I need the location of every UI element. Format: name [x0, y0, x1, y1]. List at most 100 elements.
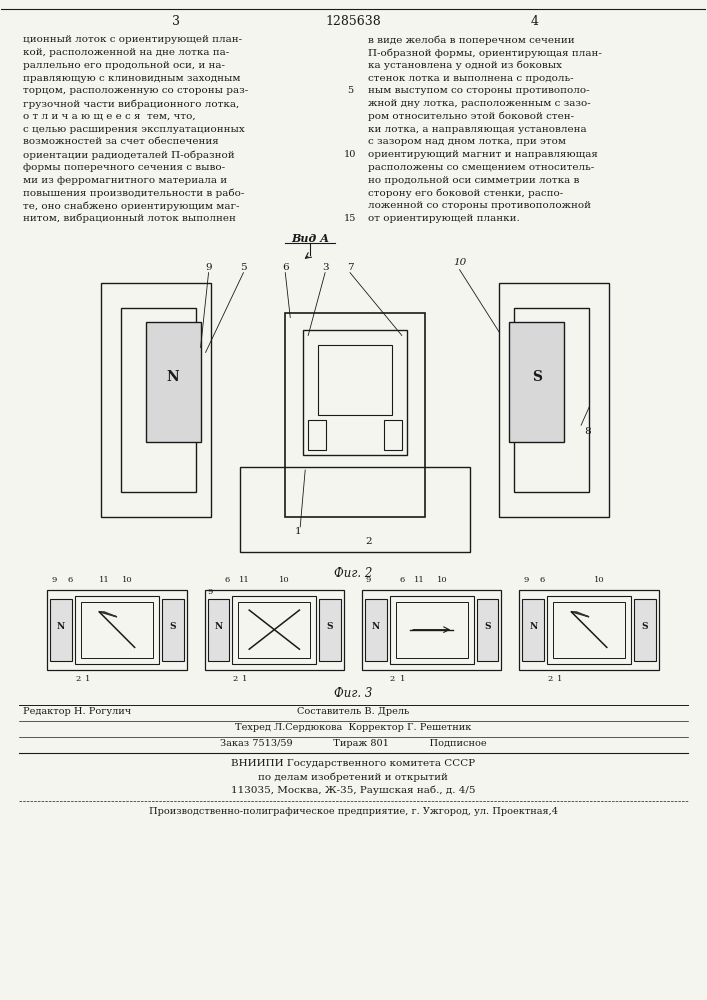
Text: ки лотка, а направляющая установлена: ки лотка, а направляющая установлена: [368, 125, 587, 134]
Text: 9: 9: [205, 263, 212, 272]
Text: но продольной оси симметрии лотка в: но продольной оси симметрии лотка в: [368, 176, 579, 185]
Text: Фиг. 2: Фиг. 2: [334, 567, 372, 580]
Text: 4: 4: [530, 15, 538, 28]
Text: 2: 2: [390, 675, 395, 683]
Text: 11: 11: [414, 576, 424, 584]
Text: 2: 2: [233, 675, 238, 683]
Bar: [499, 283, 609, 517]
Text: нитом, вибрационный лоток выполнен: нитом, вибрационный лоток выполнен: [23, 214, 236, 223]
Text: возможностей за счет обеспечения: возможностей за счет обеспечения: [23, 137, 219, 146]
Text: 3: 3: [172, 15, 180, 28]
Text: 10: 10: [344, 150, 356, 159]
Text: Фиг. 3: Фиг. 3: [334, 687, 372, 700]
Text: ционный лоток с ориентирующей план-: ционный лоток с ориентирующей план-: [23, 35, 243, 44]
Bar: [238, 602, 310, 658]
Text: 6: 6: [539, 576, 544, 584]
Bar: [75, 596, 159, 664]
Text: N: N: [214, 622, 223, 631]
Text: в виде желоба в поперечном сечении: в виде желоба в поперечном сечении: [368, 35, 575, 45]
Text: ми из ферромагнитного материала и: ми из ферромагнитного материала и: [23, 176, 228, 185]
Text: 11: 11: [240, 576, 250, 584]
Text: 6: 6: [400, 576, 405, 584]
Text: Вид А: Вид А: [291, 233, 329, 244]
Text: 11: 11: [99, 576, 110, 584]
Bar: [547, 596, 631, 664]
Bar: [634, 599, 656, 661]
Text: ложенной со стороны противоположной: ложенной со стороны противоположной: [368, 201, 591, 210]
Text: 10: 10: [453, 258, 466, 267]
Text: N: N: [167, 370, 180, 384]
Text: с зазором над дном лотка, при этом: с зазором над дном лотка, при этом: [368, 137, 566, 146]
Text: 2: 2: [547, 675, 552, 683]
Text: 3: 3: [322, 263, 329, 272]
Text: по делам изобретений и открытий: по делам изобретений и открытий: [258, 772, 448, 782]
Text: Техред Л.Сердюкова  Корректор Г. Решетник: Техред Л.Сердюкова Корректор Г. Решетник: [235, 723, 471, 732]
Text: формы поперечного сечения с выво-: формы поперечного сечения с выво-: [23, 163, 226, 172]
Text: 9: 9: [523, 576, 529, 584]
Text: Редактор Н. Рогулич: Редактор Н. Рогулич: [23, 707, 132, 716]
Text: 5: 5: [240, 263, 247, 272]
Bar: [50, 599, 72, 661]
Bar: [365, 599, 387, 661]
Bar: [553, 602, 625, 658]
Bar: [121, 308, 196, 492]
Text: грузочной части вибрационного лотка,: грузочной части вибрационного лотка,: [23, 99, 240, 109]
Bar: [233, 596, 316, 664]
Text: 9: 9: [366, 576, 371, 584]
Text: 8: 8: [584, 427, 591, 436]
Bar: [522, 599, 544, 661]
Bar: [240, 467, 469, 552]
Text: от ориентирующей планки.: от ориентирующей планки.: [368, 214, 520, 223]
Bar: [101, 283, 211, 517]
Text: S: S: [484, 622, 491, 631]
Text: торцом, расположенную со стороны раз-: торцом, расположенную со стороны раз-: [23, 86, 249, 95]
Text: ВНИИПИ Государственного комитета СССР: ВНИИПИ Государственного комитета СССР: [231, 759, 475, 768]
Text: 10: 10: [122, 576, 132, 584]
Text: раллельно его продольной оси, и на-: раллельно его продольной оси, и на-: [23, 61, 226, 70]
Text: повышения производительности в рабо-: повышения производительности в рабо-: [23, 188, 245, 198]
Text: 1: 1: [243, 675, 248, 683]
Text: 10: 10: [594, 576, 604, 584]
Text: расположены со смещением относитель-: расположены со смещением относитель-: [368, 163, 594, 172]
Text: N: N: [529, 622, 537, 631]
Text: 1: 1: [557, 675, 563, 683]
Text: 7: 7: [346, 263, 354, 272]
Bar: [319, 599, 341, 661]
Text: N: N: [372, 622, 380, 631]
Text: ром относительно этой боковой стен-: ром относительно этой боковой стен-: [368, 112, 574, 121]
Text: 6: 6: [282, 263, 288, 272]
Text: 1: 1: [85, 675, 90, 683]
Bar: [208, 599, 230, 661]
Bar: [362, 590, 501, 670]
Text: 2: 2: [75, 675, 81, 683]
Bar: [390, 596, 474, 664]
Text: 9: 9: [208, 588, 213, 596]
Text: 113035, Москва, Ж-35, Раушская наб., д. 4/5: 113035, Москва, Ж-35, Раушская наб., д. …: [230, 785, 475, 795]
Bar: [515, 308, 589, 492]
Text: жной дну лотка, расположенным с зазо-: жной дну лотка, расположенным с зазо-: [368, 99, 590, 108]
Bar: [81, 602, 153, 658]
Bar: [146, 322, 201, 442]
Text: о т л и ч а ю щ е е с я  тем, что,: о т л и ч а ю щ е е с я тем, что,: [23, 112, 196, 121]
Text: S: S: [170, 622, 176, 631]
Text: те, оно снабжено ориентирующим маг-: те, оно снабжено ориентирующим маг-: [23, 201, 240, 211]
Bar: [520, 590, 659, 670]
Text: Составитель В. Дрель: Составитель В. Дрель: [297, 707, 409, 716]
Bar: [308, 420, 326, 450]
Text: N: N: [57, 622, 65, 631]
Bar: [384, 420, 402, 450]
Text: 5: 5: [347, 86, 353, 95]
Text: S: S: [532, 370, 542, 384]
Text: ориентирующий магнит и направляющая: ориентирующий магнит и направляющая: [368, 150, 598, 159]
Text: ориентации радиодеталей П-образной: ориентации радиодеталей П-образной: [23, 150, 235, 160]
Text: S: S: [641, 622, 648, 631]
Bar: [204, 590, 344, 670]
Text: 9: 9: [51, 576, 57, 584]
Bar: [509, 322, 564, 442]
Text: S: S: [327, 622, 333, 631]
Text: ным выступом со стороны противополо-: ным выступом со стороны противополо-: [368, 86, 590, 95]
Polygon shape: [571, 612, 589, 617]
Text: Производственно-полиграфическое предприятие, г. Ужгород, ул. Проектная,4: Производственно-полиграфическое предприя…: [148, 807, 558, 816]
Bar: [318, 345, 392, 415]
Bar: [477, 599, 498, 661]
